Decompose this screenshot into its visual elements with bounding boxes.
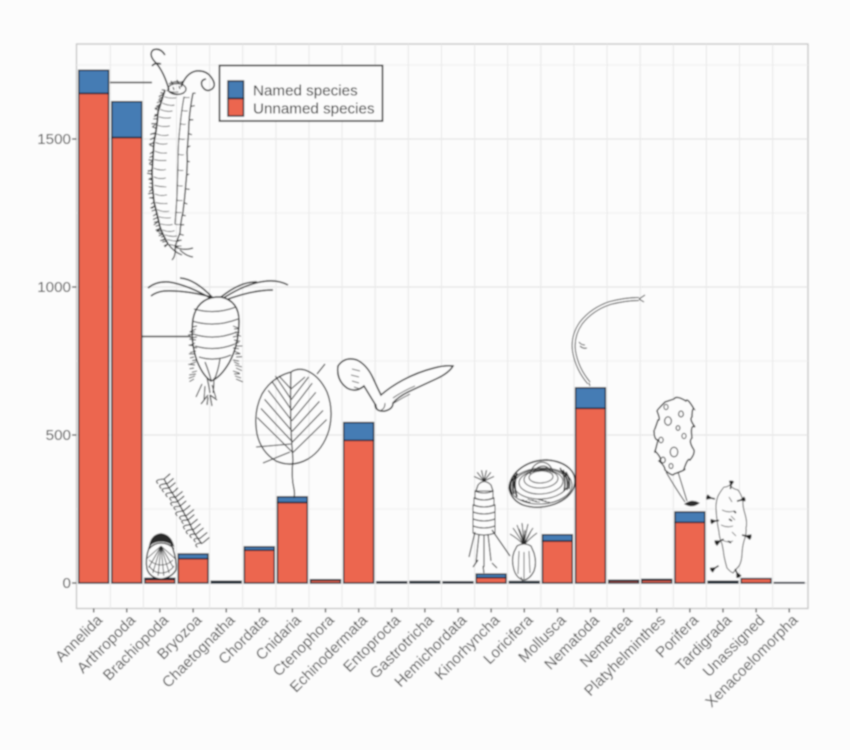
- svg-text:0: 0: [63, 575, 71, 592]
- svg-text:1000: 1000: [37, 279, 71, 296]
- svg-text:1500: 1500: [37, 131, 71, 148]
- svg-text:500: 500: [46, 427, 71, 444]
- svg-text:Unnamed species: Unnamed species: [253, 101, 375, 118]
- svg-text:Named species: Named species: [253, 83, 358, 100]
